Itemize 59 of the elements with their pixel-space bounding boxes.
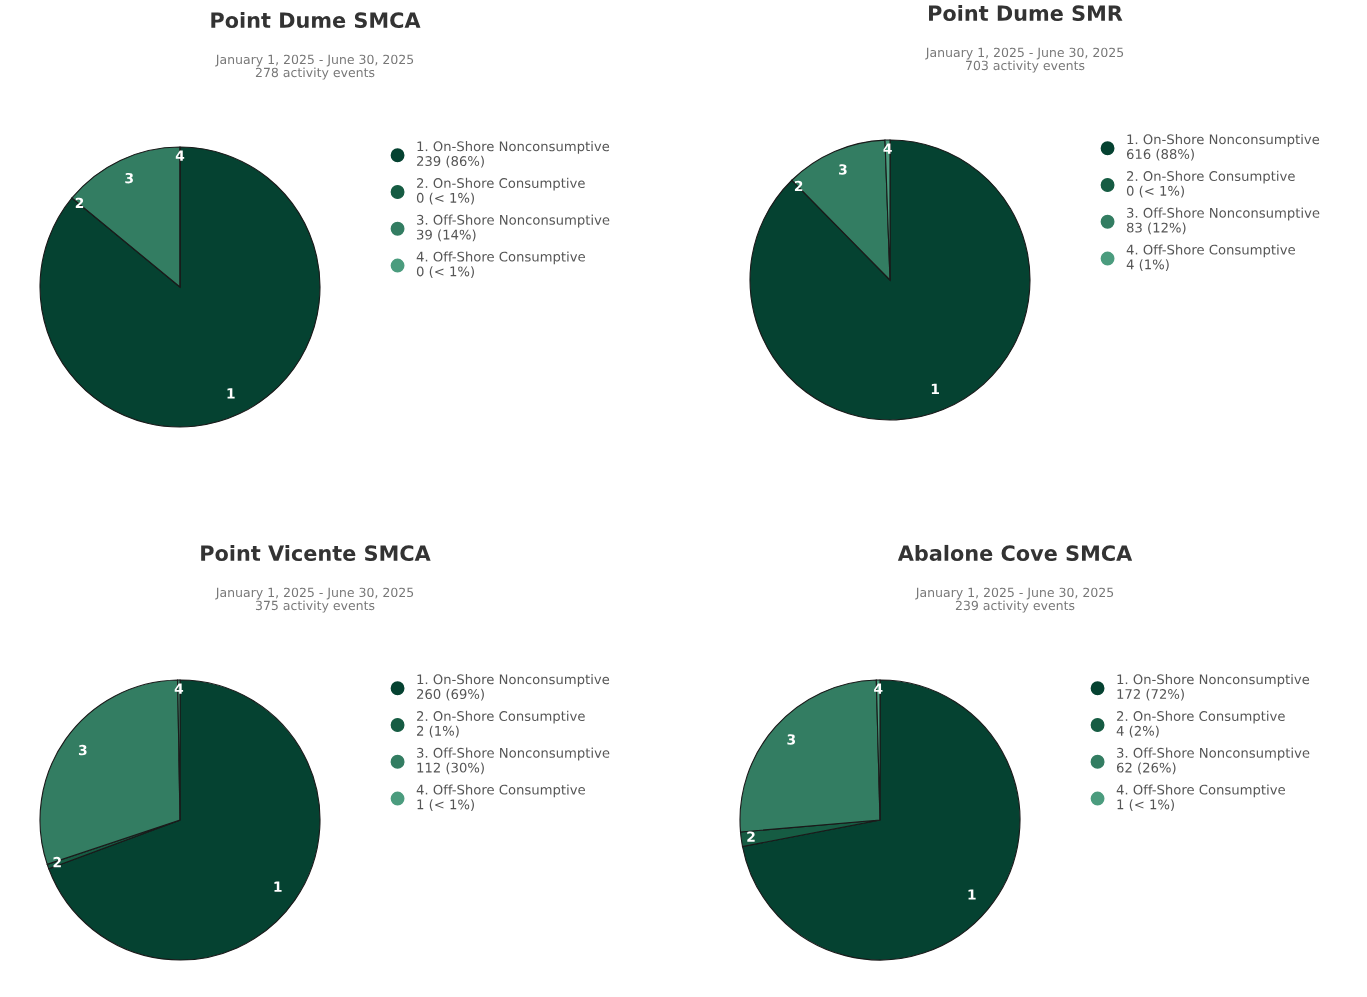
chart-subtitle: January 1, 2025 - June 30, 2025 703 activity events xyxy=(925,47,1124,73)
legend-label: 4. Off-Shore Consumptive xyxy=(1116,784,1285,798)
legend-label: 3. Off-Shore Nonconsumptive xyxy=(1117,747,1310,761)
data-label: 4 (1%) xyxy=(1126,259,1169,271)
legend-label: 3. Off-Shore Nonconsumptive xyxy=(1127,207,1320,221)
text: 2 xyxy=(75,197,84,209)
chart-title: Point Dume SMCA xyxy=(211,11,421,29)
text: 1 xyxy=(227,388,235,399)
data-label: 39 (14%) xyxy=(417,229,476,242)
data-label: 260 (69%) xyxy=(417,688,484,701)
data-label: 83 (12%) xyxy=(1126,222,1186,235)
chart-subtitle: January 1, 2025 - June 30, 2025 375 activity events xyxy=(215,587,414,613)
legend-label: 2. On-Shore Consumptive xyxy=(1127,170,1295,184)
text: 0 (< 1%) xyxy=(416,266,474,278)
data-label: 1 (< 1%) xyxy=(417,799,474,811)
data-label: 1 (< 1%) xyxy=(1117,799,1174,811)
data-label: 4 (2%) xyxy=(1116,725,1159,738)
text: 2 xyxy=(53,856,61,868)
chart-title: Point Vicente SMCA xyxy=(201,544,431,562)
data-label: 2 (1%) xyxy=(417,725,459,738)
legend-label: 4. Off-Shore Consumptive xyxy=(416,251,585,265)
legend-label: 1. On-Shore Nonconsumptive xyxy=(417,141,610,154)
data-label: 62 (26%) xyxy=(1116,762,1176,775)
text: 4 xyxy=(874,683,883,694)
text: 4 xyxy=(174,683,184,694)
pie-slice xyxy=(39,146,321,428)
text: 3 xyxy=(78,744,87,756)
legend-label: 1. On-Shore Nonconsumptive xyxy=(1117,674,1310,687)
data-label: 616 (88%) xyxy=(1126,148,1194,161)
legend-label: 4. Off-Shore Consumptive xyxy=(1126,244,1295,258)
legend-label: 2. On-Shore Consumptive xyxy=(417,710,585,724)
legend-label: 2. On-Shore Consumptive xyxy=(1117,710,1285,724)
text: 0 (< 1%) xyxy=(1126,185,1184,198)
text: 0 (< 1%) xyxy=(416,192,474,205)
data-label: 239 (86%) xyxy=(417,155,484,168)
text: 3 xyxy=(839,164,847,175)
text: 1 xyxy=(968,889,976,900)
legend-label: 3. Off-Shore Nonconsumptive xyxy=(417,747,610,761)
text: 3 xyxy=(125,172,133,184)
chart-title: Point Dume SMR xyxy=(929,4,1123,22)
text: 3 xyxy=(787,734,796,745)
text: 1 xyxy=(931,383,939,394)
chart-subtitle: January 1, 2025 - June 30, 2025 239 activity events xyxy=(915,587,1114,613)
text: 1 xyxy=(274,881,282,892)
pie-slice xyxy=(749,139,1031,421)
legend-label: 2. On-Shore Consumptive xyxy=(417,177,585,191)
pie-slice xyxy=(741,679,1021,961)
text: 2 xyxy=(747,831,755,842)
legend-label: 3. Off-Shore Nonconsumptive xyxy=(417,214,610,228)
text: 4 xyxy=(175,150,185,161)
data-label: 172 (72%) xyxy=(1117,688,1184,701)
legend-label: 1. On-Shore Nonconsumptive xyxy=(417,674,610,687)
legend-label: 1. On-Shore Nonconsumptive xyxy=(1127,134,1320,147)
legend-label: 4. Off-Shore Consumptive xyxy=(416,784,585,798)
chart-subtitle: January 1, 2025 - June 30, 2025 278 activity events xyxy=(215,54,414,80)
data-label: 112 (30%) xyxy=(417,762,484,775)
chart-title: Abalone Cove SMCA xyxy=(897,544,1133,562)
text: 4 xyxy=(883,143,892,154)
text: 2 xyxy=(794,180,803,192)
